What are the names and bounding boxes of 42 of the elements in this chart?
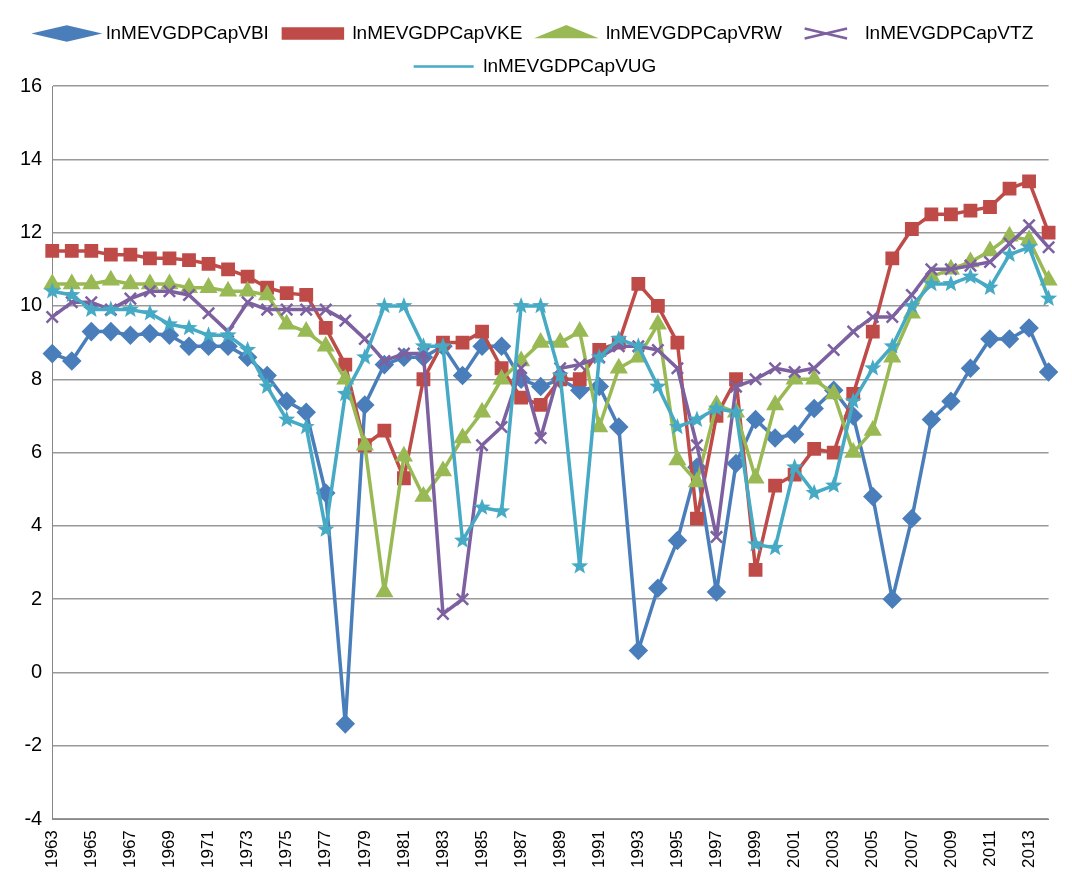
y-tick-label: 16: [20, 73, 43, 96]
legend-label: lnMEVGDPCapVKE: [352, 21, 523, 43]
x-tick-label: 1971: [198, 830, 218, 869]
x-tick-label: 1999: [745, 830, 765, 869]
x-tick-label: 1989: [549, 830, 569, 869]
x-tick-label: 2013: [1018, 830, 1038, 869]
x-tick-label: 1963: [41, 830, 61, 869]
y-tick-label: -4: [24, 806, 43, 829]
x-tick-label: 2001: [784, 830, 804, 869]
x-tick-label: 1979: [354, 830, 374, 869]
x-tick-label: 2005: [862, 830, 882, 869]
x-tick-label: 1997: [706, 830, 726, 869]
x-tick-label: 1969: [159, 830, 179, 869]
x-tick-label: 1995: [667, 830, 687, 869]
legend-label: lnMEVGDPCapVBI: [106, 21, 269, 43]
y-tick-label: -2: [24, 733, 43, 756]
x-tick-label: 1981: [393, 830, 413, 869]
x-tick-label: 1973: [237, 830, 257, 869]
x-tick-label: 1965: [81, 830, 101, 869]
x-tick-label: 1967: [120, 830, 140, 869]
x-tick-label: 1975: [276, 830, 296, 869]
x-tick-label: 2007: [901, 830, 921, 869]
legend-label: lnMEVGDPCapVRW: [605, 21, 782, 43]
x-tick-label: 2011: [979, 830, 999, 867]
y-tick-label: 14: [20, 146, 43, 169]
y-tick-label: 10: [20, 293, 43, 316]
x-tick-label: 1985: [471, 830, 491, 869]
y-tick-label: 2: [31, 586, 43, 609]
legend-label: lnMEVGDPCapVTZ: [865, 21, 1034, 43]
legend-label: lnMEVGDPCapVUG: [483, 54, 657, 76]
x-tick-label: 2003: [823, 830, 843, 869]
y-tick-label: 0: [31, 660, 43, 683]
y-tick-label: 8: [31, 366, 43, 389]
x-tick-label: 1977: [315, 830, 335, 869]
y-tick-label: 6: [31, 440, 43, 463]
x-tick-label: 2009: [940, 830, 960, 869]
y-tick-label: 12: [20, 220, 43, 243]
x-tick-label: 1987: [510, 830, 530, 869]
x-tick-label: 1991: [588, 830, 608, 869]
x-tick-label: 1993: [628, 830, 648, 869]
y-tick-label: 4: [31, 513, 43, 536]
x-tick-label: 1983: [432, 830, 452, 869]
